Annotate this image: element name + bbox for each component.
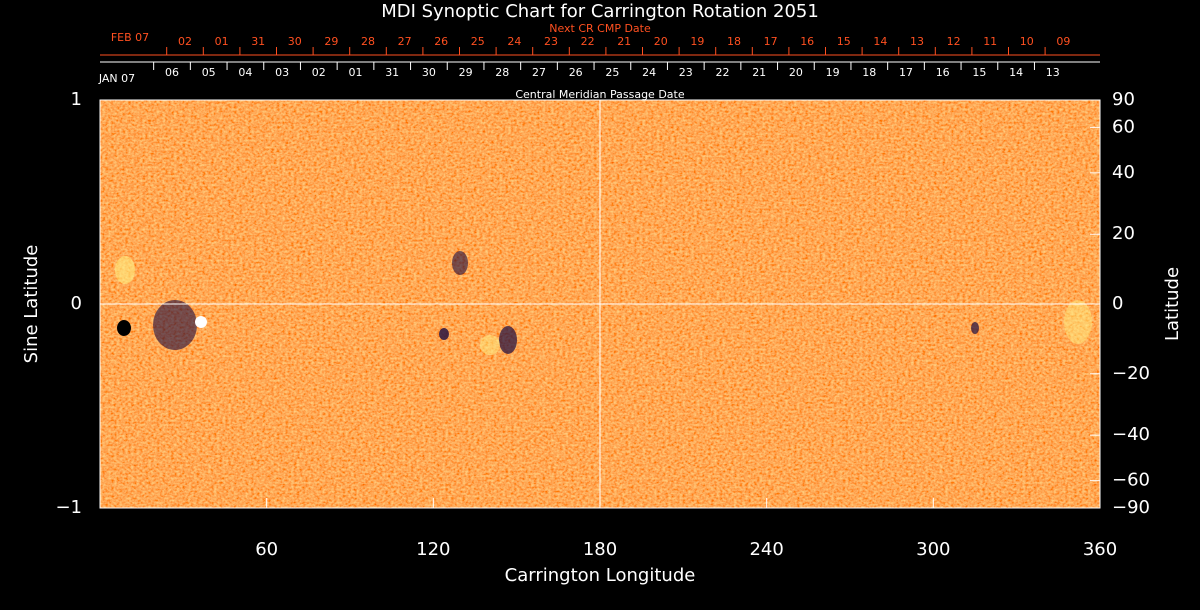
y-tick-label: 1 (71, 89, 82, 110)
plage (115, 256, 135, 284)
y2-tick-label: −90 (1112, 497, 1150, 518)
x-tick-label: 300 (916, 539, 950, 560)
date-label: 20 (654, 35, 668, 48)
spot (971, 322, 979, 334)
date-label: 15 (972, 66, 986, 79)
date-label: 16 (936, 66, 950, 79)
date-label: 13 (910, 35, 924, 48)
date-label: 18 (727, 35, 741, 48)
spot (117, 320, 131, 336)
date-label: 12 (947, 35, 961, 48)
date-label: 27 (532, 66, 546, 79)
date-label: 13 (1046, 66, 1060, 79)
y-axis-label: Sine Latitude (21, 245, 42, 364)
date-label: 02 (312, 66, 326, 79)
x-tick-label: 120 (416, 539, 450, 560)
date-label: 21 (752, 66, 766, 79)
spot (439, 328, 449, 340)
date-label: 19 (826, 66, 840, 79)
date-label: 28 (361, 35, 375, 48)
date-label: 06 (165, 66, 179, 79)
date-label: 17 (764, 35, 778, 48)
spot (499, 326, 517, 354)
date-label: 26 (569, 66, 583, 79)
date-axis-title: Next CR CMP Date (549, 22, 651, 35)
date-label: 23 (679, 66, 693, 79)
date-label: 29 (459, 66, 473, 79)
date-label: 15 (837, 35, 851, 48)
spot (153, 300, 197, 350)
date-label: 04 (238, 66, 252, 79)
date-label: 14 (873, 35, 887, 48)
date-label: 25 (605, 66, 619, 79)
spot (195, 316, 207, 328)
date-label: 20 (789, 66, 803, 79)
date-label: 27 (398, 35, 412, 48)
x-axis-label: Carrington Longitude (505, 565, 696, 586)
x-tick-label: 180 (583, 539, 617, 560)
y-tick-label: −1 (55, 497, 82, 518)
date-label: 05 (202, 66, 216, 79)
date-label: 31 (385, 66, 399, 79)
date-label: 26 (434, 35, 448, 48)
date-label: 19 (690, 35, 704, 48)
date-label: 22 (716, 66, 730, 79)
date-label: 24 (642, 66, 656, 79)
y2-tick-label: 40 (1112, 162, 1135, 183)
date-label: 14 (1009, 66, 1023, 79)
chart-title: MDI Synoptic Chart for Carrington Rotati… (381, 1, 819, 22)
y2-tick-label: 60 (1112, 116, 1135, 137)
y2-tick-label: 90 (1112, 89, 1135, 110)
date-label: 01 (349, 66, 363, 79)
date-label: 25 (471, 35, 485, 48)
date-label: 10 (1020, 35, 1034, 48)
date-label: 16 (800, 35, 814, 48)
date-label: JAN 07 (98, 72, 135, 85)
x-tick-label: 240 (749, 539, 783, 560)
date-label: 02 (178, 35, 192, 48)
y-tick-label: 0 (71, 293, 82, 314)
date-label: 18 (862, 66, 876, 79)
date-label: 01 (215, 35, 229, 48)
date-label: 30 (422, 66, 436, 79)
date-label: 03 (275, 66, 289, 79)
spot (452, 251, 468, 275)
date-label: 31 (251, 35, 265, 48)
plage (1064, 300, 1092, 344)
y2-tick-label: 20 (1112, 223, 1135, 244)
date-label: FEB 07 (111, 31, 149, 44)
y2-tick-label: −40 (1112, 424, 1150, 445)
y2-axis-label: Latitude (1162, 267, 1183, 341)
date-label: 28 (495, 66, 509, 79)
date-label: 29 (324, 35, 338, 48)
y2-tick-label: −20 (1112, 363, 1150, 384)
date-label: 17 (899, 66, 913, 79)
x-tick-label: 360 (1083, 539, 1117, 560)
date-label: 09 (1056, 35, 1070, 48)
plage (480, 335, 500, 355)
active-regions (115, 251, 1092, 355)
y2-tick-label: 0 (1112, 293, 1123, 314)
date-label: 21 (617, 35, 631, 48)
y2-tick-label: −60 (1112, 470, 1150, 491)
date-label: 23 (544, 35, 558, 48)
date-label: 24 (507, 35, 521, 48)
date-label: 11 (983, 35, 997, 48)
x-tick-label: 60 (255, 539, 278, 560)
date-label: 30 (288, 35, 302, 48)
date-label: 22 (581, 35, 595, 48)
date-axis-title: Central Meridian Passage Date (515, 88, 684, 101)
